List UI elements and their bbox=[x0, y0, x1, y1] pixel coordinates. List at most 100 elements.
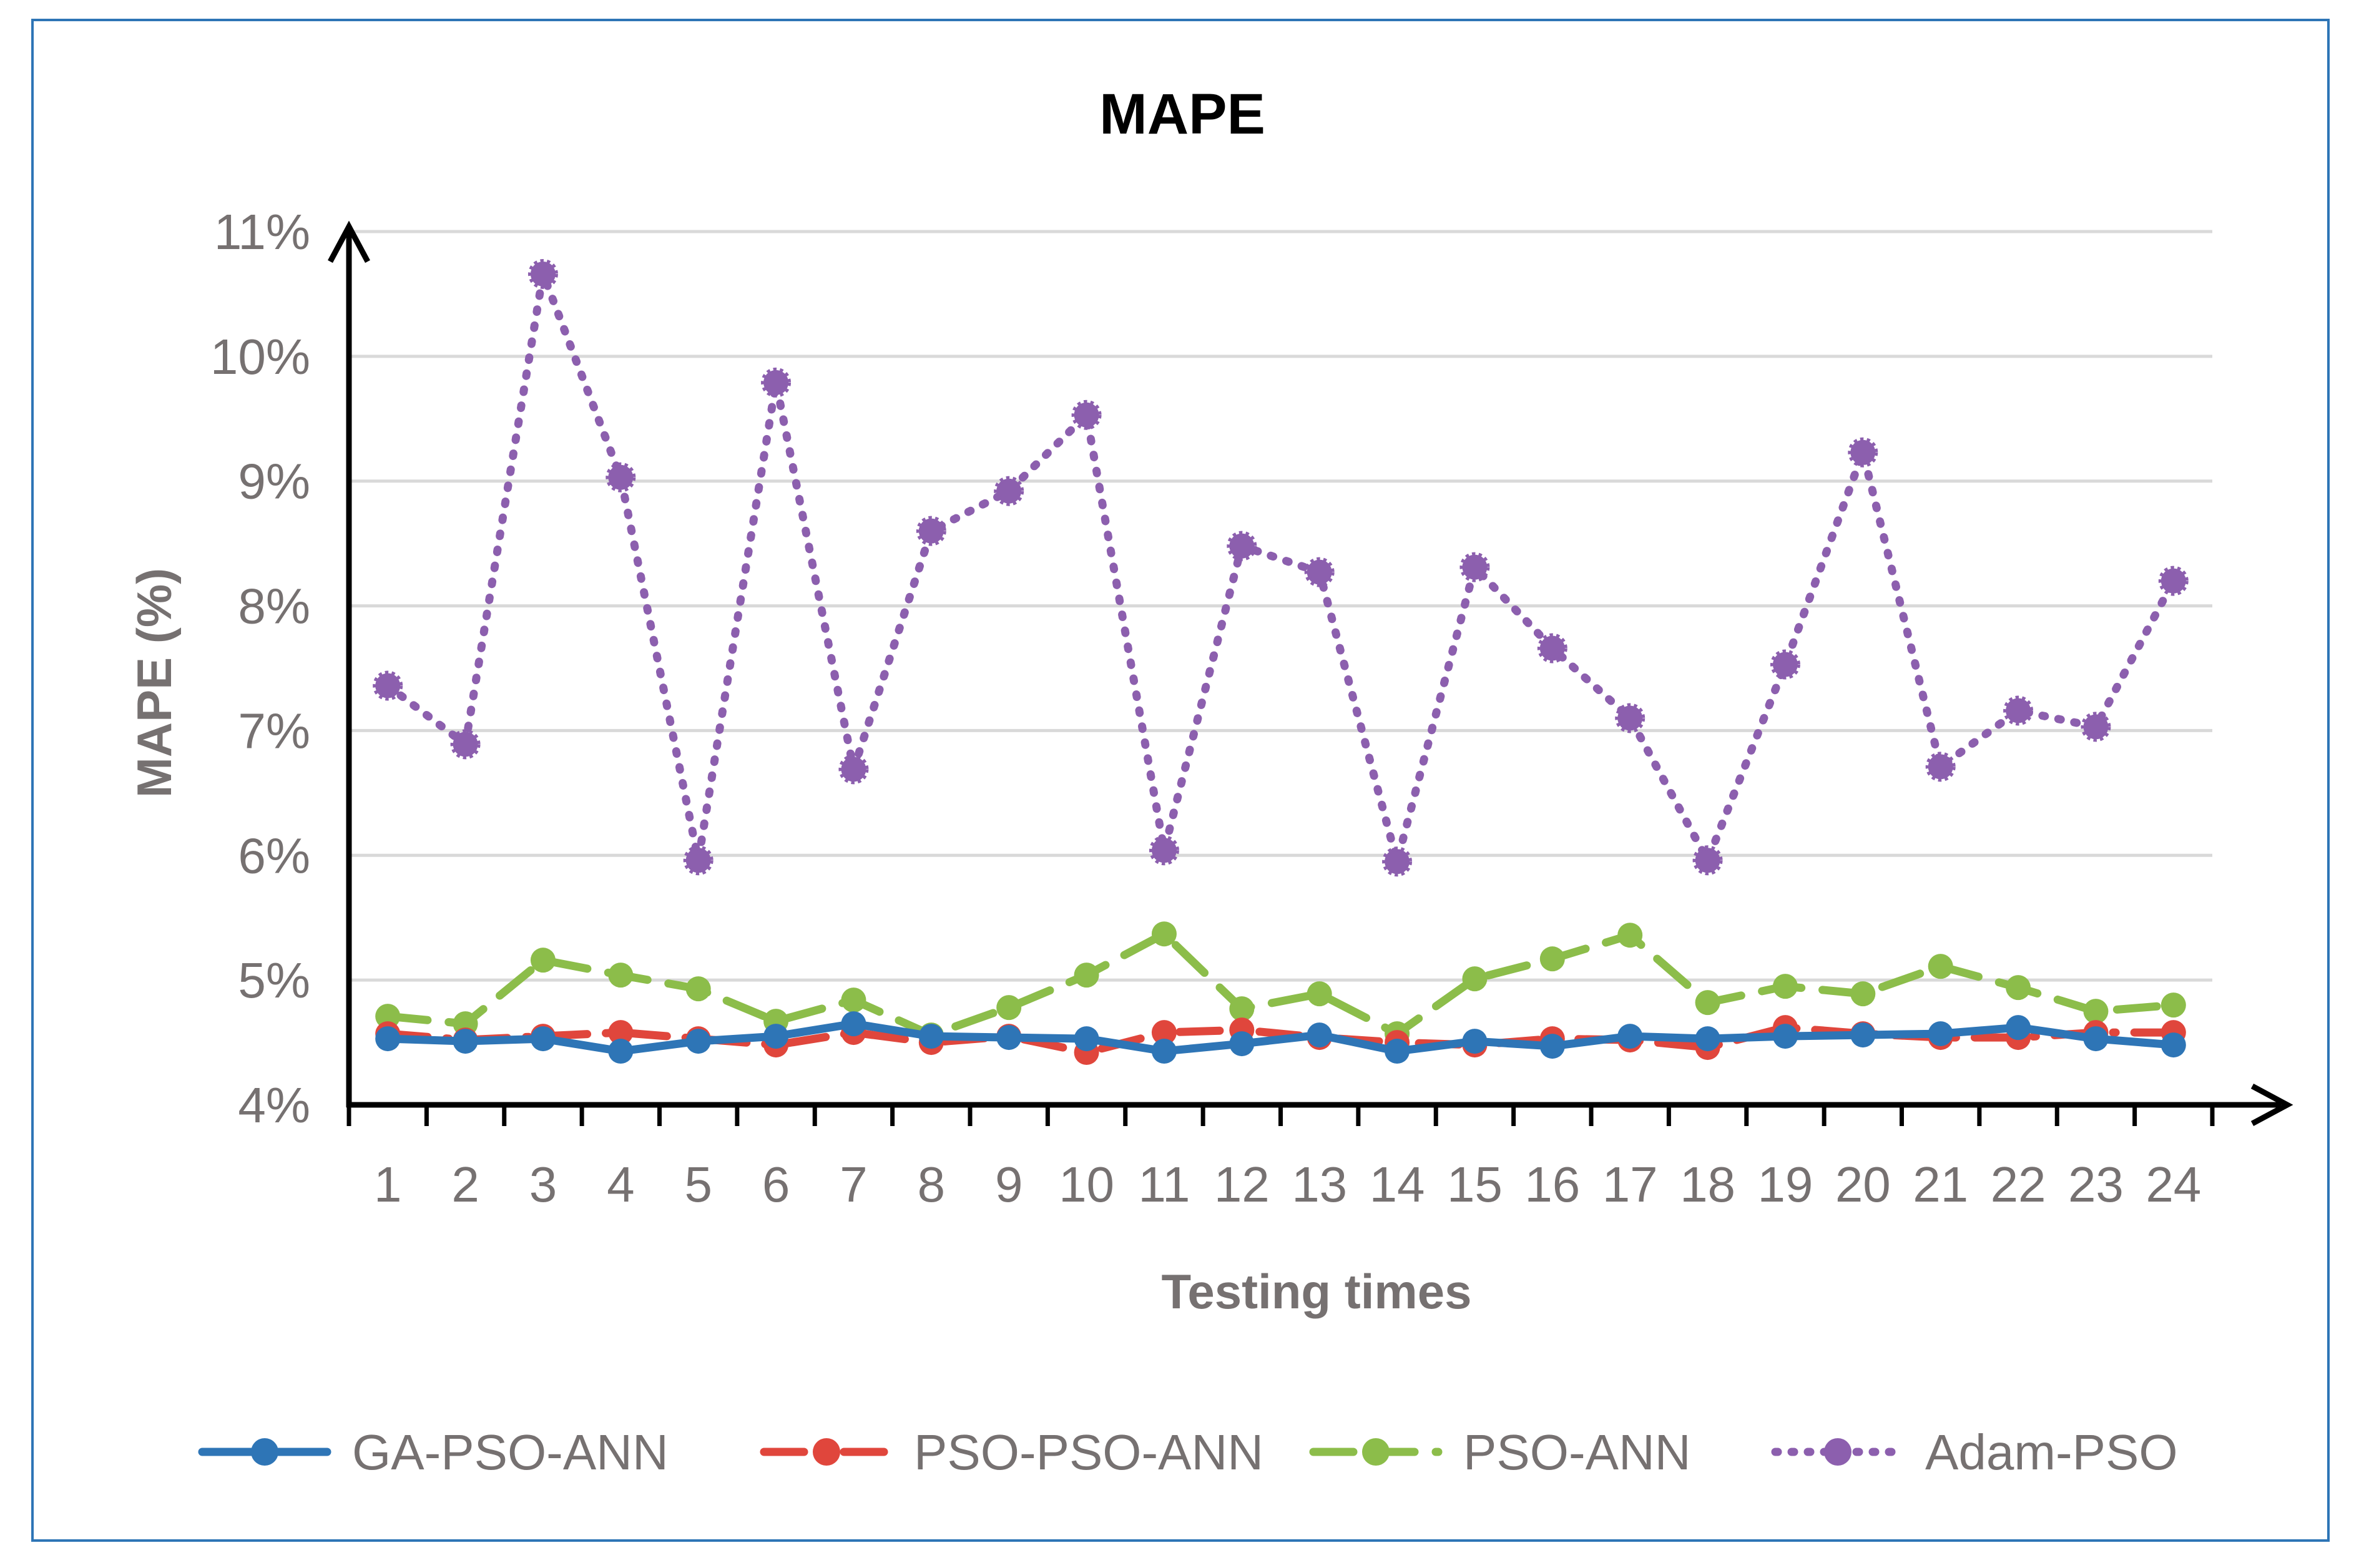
data-point bbox=[1459, 552, 1490, 582]
series-line bbox=[383, 1019, 2178, 1056]
data-point bbox=[1850, 981, 1876, 1007]
data-point bbox=[1539, 1034, 1565, 1059]
data-point bbox=[1307, 981, 1332, 1007]
data-point bbox=[530, 1026, 556, 1052]
legend-item-adam-pso: Adam-PSO bbox=[1771, 1424, 2178, 1480]
data-point bbox=[761, 367, 792, 398]
data-point bbox=[530, 948, 556, 973]
data-point bbox=[1539, 946, 1565, 972]
legend-swatch-marker bbox=[1824, 1438, 1851, 1466]
series-line bbox=[383, 929, 2178, 1039]
data-point bbox=[838, 754, 869, 785]
data-point bbox=[1074, 963, 1099, 988]
data-point bbox=[1462, 966, 1488, 992]
y-axis-arrow bbox=[328, 220, 370, 263]
data-point bbox=[1385, 1039, 1410, 1064]
x-tick-label: 21 bbox=[1913, 1157, 1968, 1212]
x-tick-label: 22 bbox=[1991, 1157, 2046, 1212]
data-point bbox=[608, 1020, 634, 1046]
data-point bbox=[1695, 990, 1720, 1016]
data-point bbox=[918, 1024, 944, 1049]
x-tick-label: 12 bbox=[1214, 1157, 1270, 1212]
data-point bbox=[2081, 712, 2111, 742]
data-point bbox=[1462, 1029, 1488, 1054]
series-ga-pso-ann bbox=[375, 1011, 2186, 1064]
data-point bbox=[1229, 996, 1255, 1022]
data-point bbox=[1772, 974, 1798, 999]
data-point bbox=[1770, 649, 1800, 680]
legend-label: PSO-ANN bbox=[1463, 1424, 1691, 1480]
data-point bbox=[683, 845, 714, 876]
data-point bbox=[2160, 1032, 2186, 1058]
data-point bbox=[1928, 954, 1953, 979]
x-tick-label: 4 bbox=[607, 1157, 635, 1212]
data-point bbox=[453, 1029, 478, 1054]
y-tick-label: 6% bbox=[238, 828, 310, 883]
x-tick-label: 15 bbox=[1447, 1157, 1503, 1212]
y-tick-label: 10% bbox=[210, 329, 310, 385]
legend-item-ga-pso-ann: GA-PSO-ANN bbox=[198, 1424, 669, 1480]
x-tick-label: 3 bbox=[529, 1157, 557, 1212]
data-point bbox=[763, 1024, 789, 1049]
x-tick-label: 5 bbox=[684, 1157, 712, 1212]
data-point bbox=[996, 1025, 1022, 1051]
data-point bbox=[1149, 835, 1179, 866]
data-point bbox=[608, 1039, 634, 1064]
data-point bbox=[1382, 846, 1413, 877]
data-point bbox=[1695, 1026, 1720, 1052]
data-point bbox=[1151, 921, 1177, 947]
data-point bbox=[2160, 992, 2186, 1018]
data-point bbox=[1151, 1020, 1177, 1046]
data-point bbox=[1850, 1022, 1876, 1048]
data-point bbox=[2158, 566, 2189, 596]
gridlines bbox=[349, 230, 2212, 982]
data-point bbox=[2006, 1015, 2031, 1041]
data-point bbox=[606, 462, 636, 492]
data-point bbox=[2083, 1026, 2109, 1052]
data-point bbox=[1304, 557, 1335, 587]
data-point bbox=[527, 258, 558, 289]
data-point bbox=[996, 995, 1022, 1021]
tick-labels: 4%5%6%7%8%9%10%11%1 2 3 4 5 6 7 8 9 10 11 12 13 14 15 1… bbox=[210, 204, 2201, 1212]
chart-title: MAPE bbox=[1099, 82, 1265, 146]
data-point bbox=[685, 976, 711, 1002]
data-point bbox=[1617, 1024, 1643, 1049]
data-point bbox=[1537, 633, 1567, 664]
data-point bbox=[375, 1026, 401, 1052]
x-tick-label: 2 bbox=[451, 1157, 479, 1212]
series-pso-ann bbox=[375, 921, 2186, 1048]
mape-chart: 4%5%6%7%8%9%10%11%1 2 3 4 5 6 7 8 9 10 11 12 13 14 15 1… bbox=[127, 82, 2293, 1480]
x-tick-label: 24 bbox=[2146, 1157, 2201, 1212]
x-tick-label: 6 bbox=[762, 1157, 790, 1212]
x-tick-label: 10 bbox=[1059, 1157, 1114, 1212]
data-point bbox=[1227, 531, 1257, 561]
legend: GA-PSO-ANN PSO-PSO-ANN PSO-ANN Adam-PSO bbox=[198, 1424, 2178, 1480]
series-adam-pso bbox=[373, 258, 2189, 877]
data-point bbox=[2083, 999, 2109, 1024]
y-axis-label: MAPE (%) bbox=[127, 568, 182, 798]
y-tick-label: 9% bbox=[238, 454, 310, 509]
data-point bbox=[1617, 923, 1643, 948]
x-tick-label: 19 bbox=[1757, 1157, 1813, 1212]
x-tick-label: 14 bbox=[1370, 1157, 1425, 1212]
data-point bbox=[2006, 975, 2031, 1001]
data-point bbox=[1928, 1021, 1953, 1047]
x-tick-label: 9 bbox=[995, 1157, 1023, 1212]
x-tick-label: 18 bbox=[1680, 1157, 1735, 1212]
axes bbox=[328, 220, 2293, 1126]
x-axis-label: Testing times bbox=[1162, 1264, 1472, 1319]
x-tick-label: 16 bbox=[1524, 1157, 1580, 1212]
y-tick-label: 5% bbox=[238, 953, 310, 1008]
x-tick-label: 23 bbox=[2068, 1157, 2124, 1212]
legend-label: GA-PSO-ANN bbox=[352, 1424, 669, 1480]
data-point bbox=[1229, 1031, 1255, 1057]
data-point bbox=[1615, 703, 1645, 733]
data-point bbox=[1925, 752, 1956, 782]
data-point bbox=[2003, 695, 2034, 726]
legend-swatch-marker bbox=[251, 1438, 278, 1466]
legend-swatch-marker bbox=[1362, 1438, 1390, 1466]
data-point bbox=[1772, 1024, 1798, 1049]
x-tick-label: 8 bbox=[918, 1157, 946, 1212]
data-point bbox=[375, 1004, 401, 1029]
data-point bbox=[916, 516, 946, 546]
